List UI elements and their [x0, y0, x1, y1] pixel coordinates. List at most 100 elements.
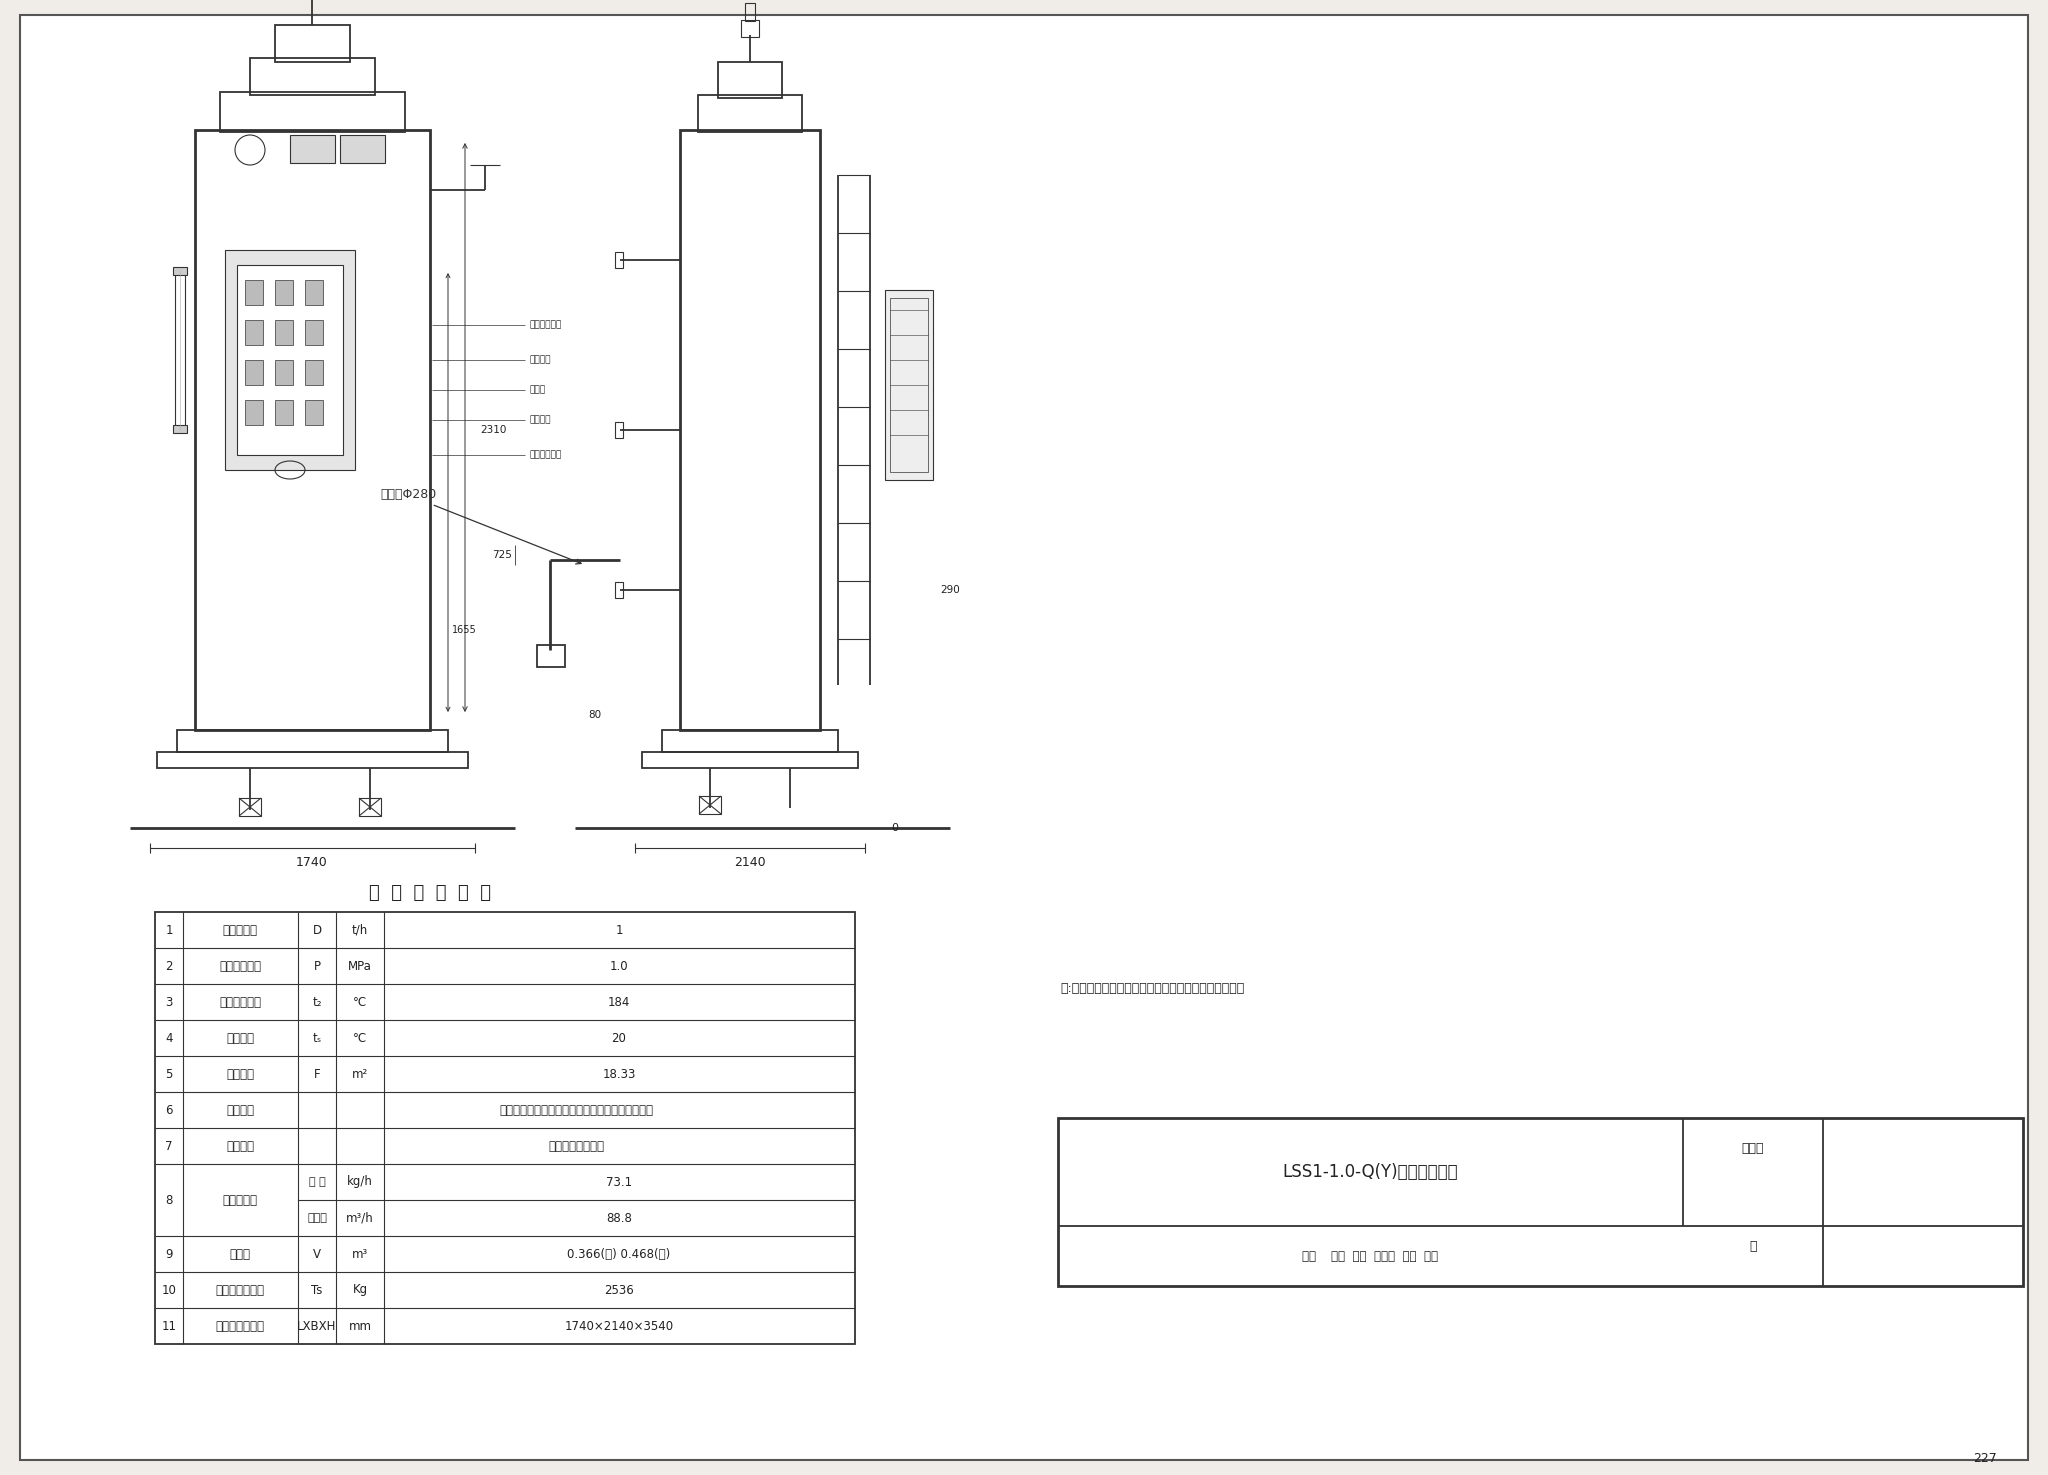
- Text: V: V: [313, 1248, 322, 1261]
- Text: LSS1-1.0-Q(Y)蒸汽锅炉总图: LSS1-1.0-Q(Y)蒸汽锅炉总图: [1282, 1162, 1458, 1181]
- Bar: [291, 136, 336, 164]
- Bar: [156, 912, 854, 1344]
- Text: 注:本图按广州市天鹿锅炉厂锅炉产品的技术资料编制。: 注:本图按广州市天鹿锅炉厂锅炉产品的技术资料编制。: [1061, 981, 1245, 994]
- Text: 290: 290: [940, 586, 961, 594]
- Text: 11: 11: [162, 1320, 176, 1332]
- Text: F: F: [313, 1068, 319, 1081]
- Text: 最大运输件重量: 最大运输件重量: [215, 1283, 264, 1297]
- Text: 给水温度: 给水温度: [225, 1031, 254, 1044]
- Text: 18.33: 18.33: [602, 1068, 635, 1081]
- Text: t/h: t/h: [352, 923, 369, 937]
- Bar: [274, 400, 293, 425]
- Bar: [158, 752, 469, 768]
- Bar: [1059, 1118, 2023, 1286]
- Bar: [745, 3, 756, 21]
- Text: 0: 0: [891, 823, 899, 833]
- Text: 1: 1: [614, 923, 623, 937]
- Text: 184: 184: [608, 996, 631, 1009]
- Text: 额定蒸汽压力: 额定蒸汽压力: [219, 960, 260, 972]
- Bar: [891, 298, 928, 472]
- Text: 0.366(中) 0.468(黄): 0.366(中) 0.468(黄): [567, 1248, 670, 1261]
- Text: 88.8: 88.8: [606, 1211, 633, 1224]
- Bar: [680, 130, 819, 730]
- Bar: [172, 267, 186, 274]
- Bar: [195, 130, 430, 730]
- Bar: [305, 360, 324, 385]
- Text: 5: 5: [166, 1068, 172, 1081]
- Text: 227: 227: [1972, 1451, 1997, 1465]
- Bar: [274, 280, 293, 305]
- Text: 轻油、重油、城市煤气、天然气、液化石油气等。: 轻油、重油、城市煤气、天然气、液化石油气等。: [500, 1103, 653, 1117]
- Bar: [885, 291, 934, 479]
- Text: 73.1: 73.1: [606, 1176, 633, 1189]
- Text: D: D: [313, 923, 322, 937]
- Bar: [246, 400, 262, 425]
- Text: mm: mm: [348, 1320, 371, 1332]
- Text: 80: 80: [588, 709, 602, 720]
- Text: P: P: [313, 960, 319, 972]
- Bar: [225, 249, 354, 471]
- Text: 排烟口Φ280: 排烟口Φ280: [381, 488, 582, 563]
- Text: 燃料消耗量: 燃料消耗量: [223, 1193, 258, 1207]
- Bar: [614, 422, 623, 438]
- Text: 6: 6: [166, 1103, 172, 1117]
- Text: 2140: 2140: [733, 857, 766, 869]
- Text: m²: m²: [352, 1068, 369, 1081]
- Text: 最大运输件尺寸: 最大运输件尺寸: [215, 1320, 264, 1332]
- Bar: [698, 796, 721, 814]
- Bar: [274, 360, 293, 385]
- Bar: [274, 320, 293, 345]
- Text: 图集号: 图集号: [1741, 1142, 1763, 1155]
- Text: 8: 8: [166, 1193, 172, 1207]
- Text: 4: 4: [166, 1031, 172, 1044]
- Bar: [719, 62, 782, 97]
- Text: 受热面积: 受热面积: [225, 1068, 254, 1081]
- Text: 水容积: 水容积: [229, 1248, 250, 1261]
- Text: 锅  炉  主  要  性  能: 锅 炉 主 要 性 能: [369, 884, 492, 903]
- Text: 页: 页: [1749, 1239, 1757, 1252]
- Bar: [305, 280, 324, 305]
- Text: 1740: 1740: [297, 857, 328, 869]
- Bar: [614, 252, 623, 268]
- Text: m³/h: m³/h: [346, 1211, 375, 1224]
- Text: kg/h: kg/h: [346, 1176, 373, 1189]
- Text: 2: 2: [166, 960, 172, 972]
- Bar: [741, 21, 760, 37]
- Text: 2536: 2536: [604, 1283, 635, 1297]
- Text: t₂: t₂: [311, 996, 322, 1009]
- Text: 1.0: 1.0: [610, 960, 629, 972]
- Text: 20: 20: [612, 1031, 627, 1044]
- Text: Ts: Ts: [311, 1283, 324, 1297]
- Bar: [358, 798, 381, 816]
- Bar: [240, 798, 260, 816]
- Text: tₛ: tₛ: [313, 1031, 322, 1044]
- Bar: [174, 270, 184, 431]
- Text: 1: 1: [166, 923, 172, 937]
- Text: 1655: 1655: [453, 625, 477, 636]
- Bar: [641, 752, 858, 768]
- Text: LXBXH: LXBXH: [297, 1320, 336, 1332]
- Text: °C: °C: [352, 996, 367, 1009]
- Text: MPa: MPa: [348, 960, 373, 972]
- Bar: [246, 360, 262, 385]
- Text: 额定蒸汽温度: 额定蒸汽温度: [219, 996, 260, 1009]
- Text: 最高安全水位: 最高安全水位: [530, 320, 563, 329]
- Text: 7: 7: [166, 1140, 172, 1152]
- Text: 适用燃料: 适用燃料: [225, 1103, 254, 1117]
- Bar: [274, 25, 350, 62]
- Text: 常用水位: 常用水位: [530, 355, 551, 364]
- Text: 调节方式: 调节方式: [225, 1140, 254, 1152]
- Text: Kg: Kg: [352, 1283, 367, 1297]
- Text: 10: 10: [162, 1283, 176, 1297]
- Text: m³: m³: [352, 1248, 369, 1261]
- Bar: [250, 58, 375, 94]
- Text: °C: °C: [352, 1031, 367, 1044]
- Text: 最低安全水位: 最低安全水位: [530, 450, 563, 460]
- Bar: [698, 94, 803, 131]
- Bar: [305, 320, 324, 345]
- Bar: [246, 280, 262, 305]
- Text: 轻 油: 轻 油: [309, 1177, 326, 1187]
- Text: 全自动，滑动二级: 全自动，滑动二级: [549, 1140, 604, 1152]
- Bar: [614, 583, 623, 597]
- Bar: [662, 730, 838, 752]
